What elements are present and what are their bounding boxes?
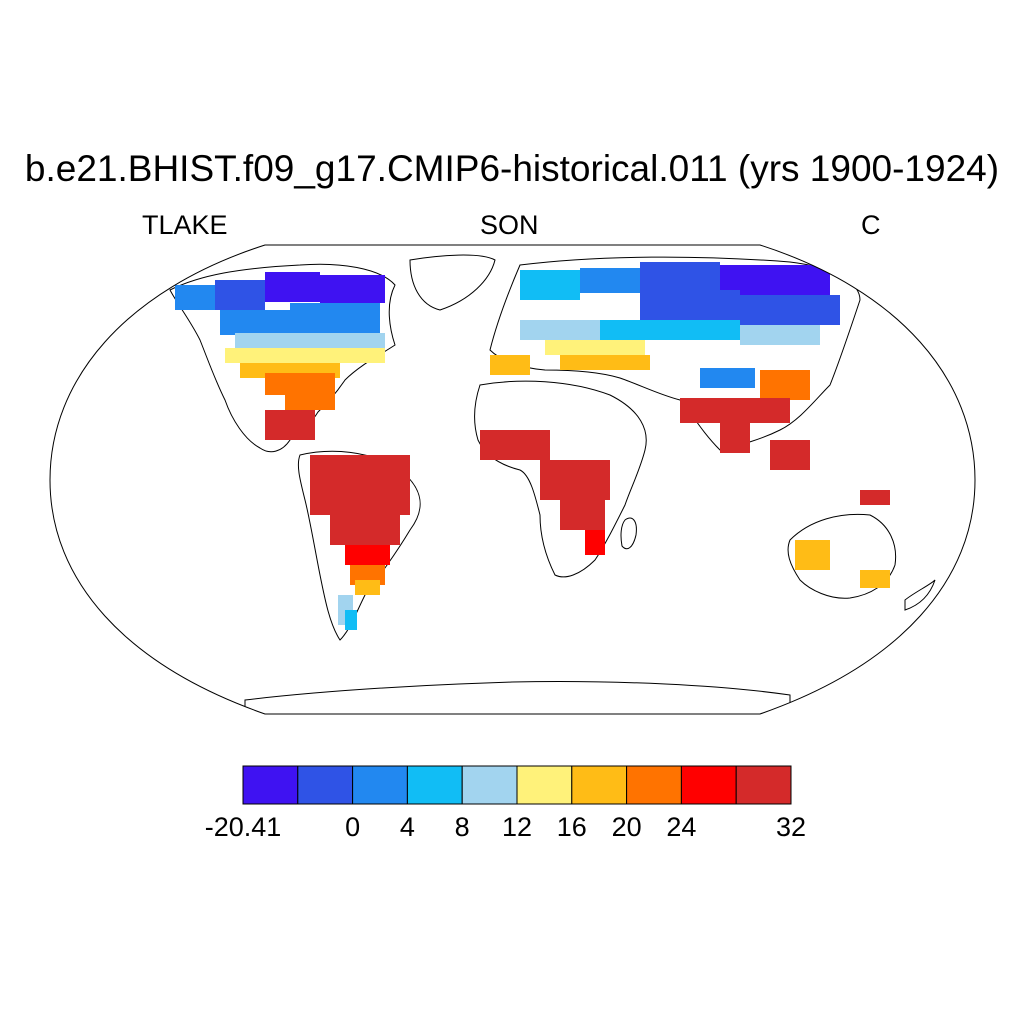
colorbar-tick-label: 32 <box>775 812 807 842</box>
colorbar-tick-label: 20 <box>611 812 642 842</box>
colorbar-tick-label: 4 <box>399 812 415 842</box>
colorbar-tick-label: 0 <box>345 812 361 842</box>
madagascar-outline <box>620 517 637 550</box>
plot-title: b.e21.BHIST.f09_g17.CMIP6-historical.011… <box>24 148 1000 189</box>
colorbar-tick-label: 12 <box>501 812 533 842</box>
map-boundary <box>49 244 976 715</box>
colorbar-box <box>516 765 573 805</box>
data-cells-north-america <box>175 272 385 440</box>
colorbar-box <box>242 765 299 805</box>
new-zealand-outline <box>904 579 936 611</box>
colorbar-box <box>461 765 518 805</box>
colorbar-tick-label: 16 <box>556 812 587 842</box>
season-label: SON <box>480 210 539 240</box>
greenland-outline <box>409 254 496 311</box>
data-cells-south-america <box>310 455 410 630</box>
colorbar-box <box>297 765 354 805</box>
colorbar-tick-label: 8 <box>454 812 470 842</box>
colorbar-box <box>680 765 737 805</box>
units-label: C <box>861 210 881 240</box>
data-cells-eurasia <box>490 262 840 470</box>
colorbar-box <box>406 765 463 805</box>
antarctica-outline <box>244 681 791 714</box>
colorbar-tick-label: 24 <box>666 812 697 842</box>
colorbar-box <box>626 765 682 805</box>
colorbar-tick-label: -20.41 <box>204 812 282 842</box>
colorbar-boxes <box>242 765 792 805</box>
data-cells-africa <box>480 430 610 555</box>
colorbar-box <box>735 765 792 805</box>
colorbar-box <box>571 765 628 805</box>
colorbar-box <box>352 765 408 805</box>
variable-label: TLAKE <box>142 210 228 240</box>
data-cells-australia <box>795 490 890 588</box>
